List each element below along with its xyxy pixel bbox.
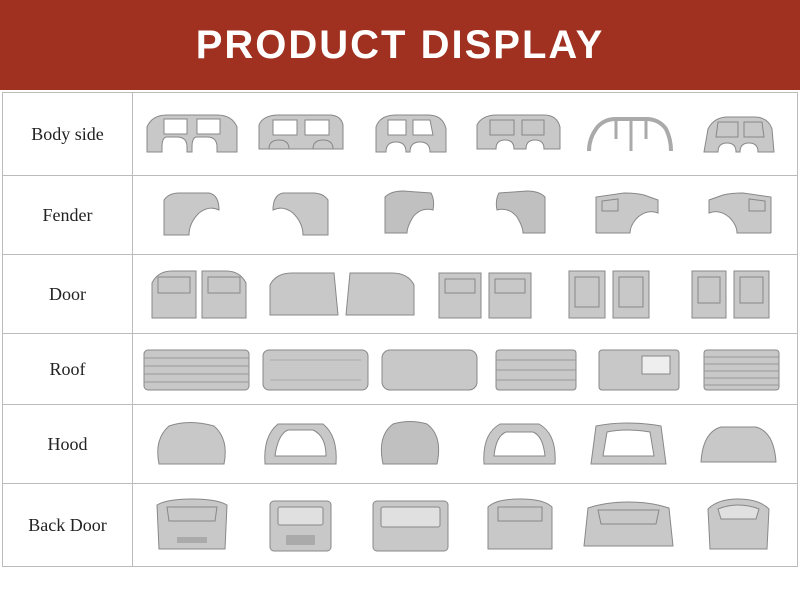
hood-icon xyxy=(248,414,353,474)
fender-icon xyxy=(576,185,681,245)
fender-icon xyxy=(358,185,463,245)
roof-icon xyxy=(139,342,254,397)
hood-icon xyxy=(139,414,244,474)
hood-icon xyxy=(686,417,791,472)
body-side-icon xyxy=(576,109,681,159)
table-row: Door xyxy=(3,255,798,334)
roof-icon xyxy=(486,342,585,397)
table-row: Fender xyxy=(3,176,798,255)
parts-cell xyxy=(133,405,798,484)
parts-cell xyxy=(133,334,798,405)
body-side-icon xyxy=(139,107,244,162)
hood-icon xyxy=(358,414,463,474)
hood-icon xyxy=(576,414,681,474)
category-label: Body side xyxy=(3,93,133,176)
header-title: PRODUCT DISPLAY xyxy=(196,23,605,68)
parts-cell xyxy=(133,484,798,567)
fender-icon xyxy=(248,185,353,245)
roof-icon xyxy=(258,342,373,397)
table-row: Back Door xyxy=(3,484,798,567)
door-icon xyxy=(672,263,791,325)
door-icon xyxy=(426,263,545,325)
category-label: Back Door xyxy=(3,484,133,567)
door-icon xyxy=(139,263,258,325)
table-row: Body side xyxy=(3,93,798,176)
header-banner: PRODUCT DISPLAY xyxy=(0,0,800,90)
body-side-icon xyxy=(358,107,463,162)
fender-icon xyxy=(139,185,244,245)
table-row: Hood xyxy=(3,405,798,484)
category-label: Door xyxy=(3,255,133,334)
back-door-icon xyxy=(467,491,572,559)
back-door-icon xyxy=(576,494,681,556)
parts-cell xyxy=(133,255,798,334)
roof-icon xyxy=(589,342,688,397)
body-side-icon xyxy=(248,107,353,162)
door-icon xyxy=(549,263,668,325)
parts-cell xyxy=(133,93,798,176)
back-door-icon xyxy=(358,491,463,559)
back-door-icon xyxy=(686,491,791,559)
parts-cell xyxy=(133,176,798,255)
door-icon xyxy=(262,263,422,325)
roof-icon xyxy=(377,342,482,397)
table-row: Roof xyxy=(3,334,798,405)
body-side-icon xyxy=(467,107,572,162)
product-table: Body side Fender D xyxy=(2,92,798,567)
back-door-icon xyxy=(248,491,353,559)
body-side-icon xyxy=(686,107,791,162)
back-door-icon xyxy=(139,491,244,559)
hood-icon xyxy=(467,414,572,474)
fender-icon xyxy=(686,185,791,245)
category-label: Roof xyxy=(3,334,133,405)
category-label: Hood xyxy=(3,405,133,484)
roof-icon xyxy=(692,342,791,397)
category-label: Fender xyxy=(3,176,133,255)
fender-icon xyxy=(467,185,572,245)
